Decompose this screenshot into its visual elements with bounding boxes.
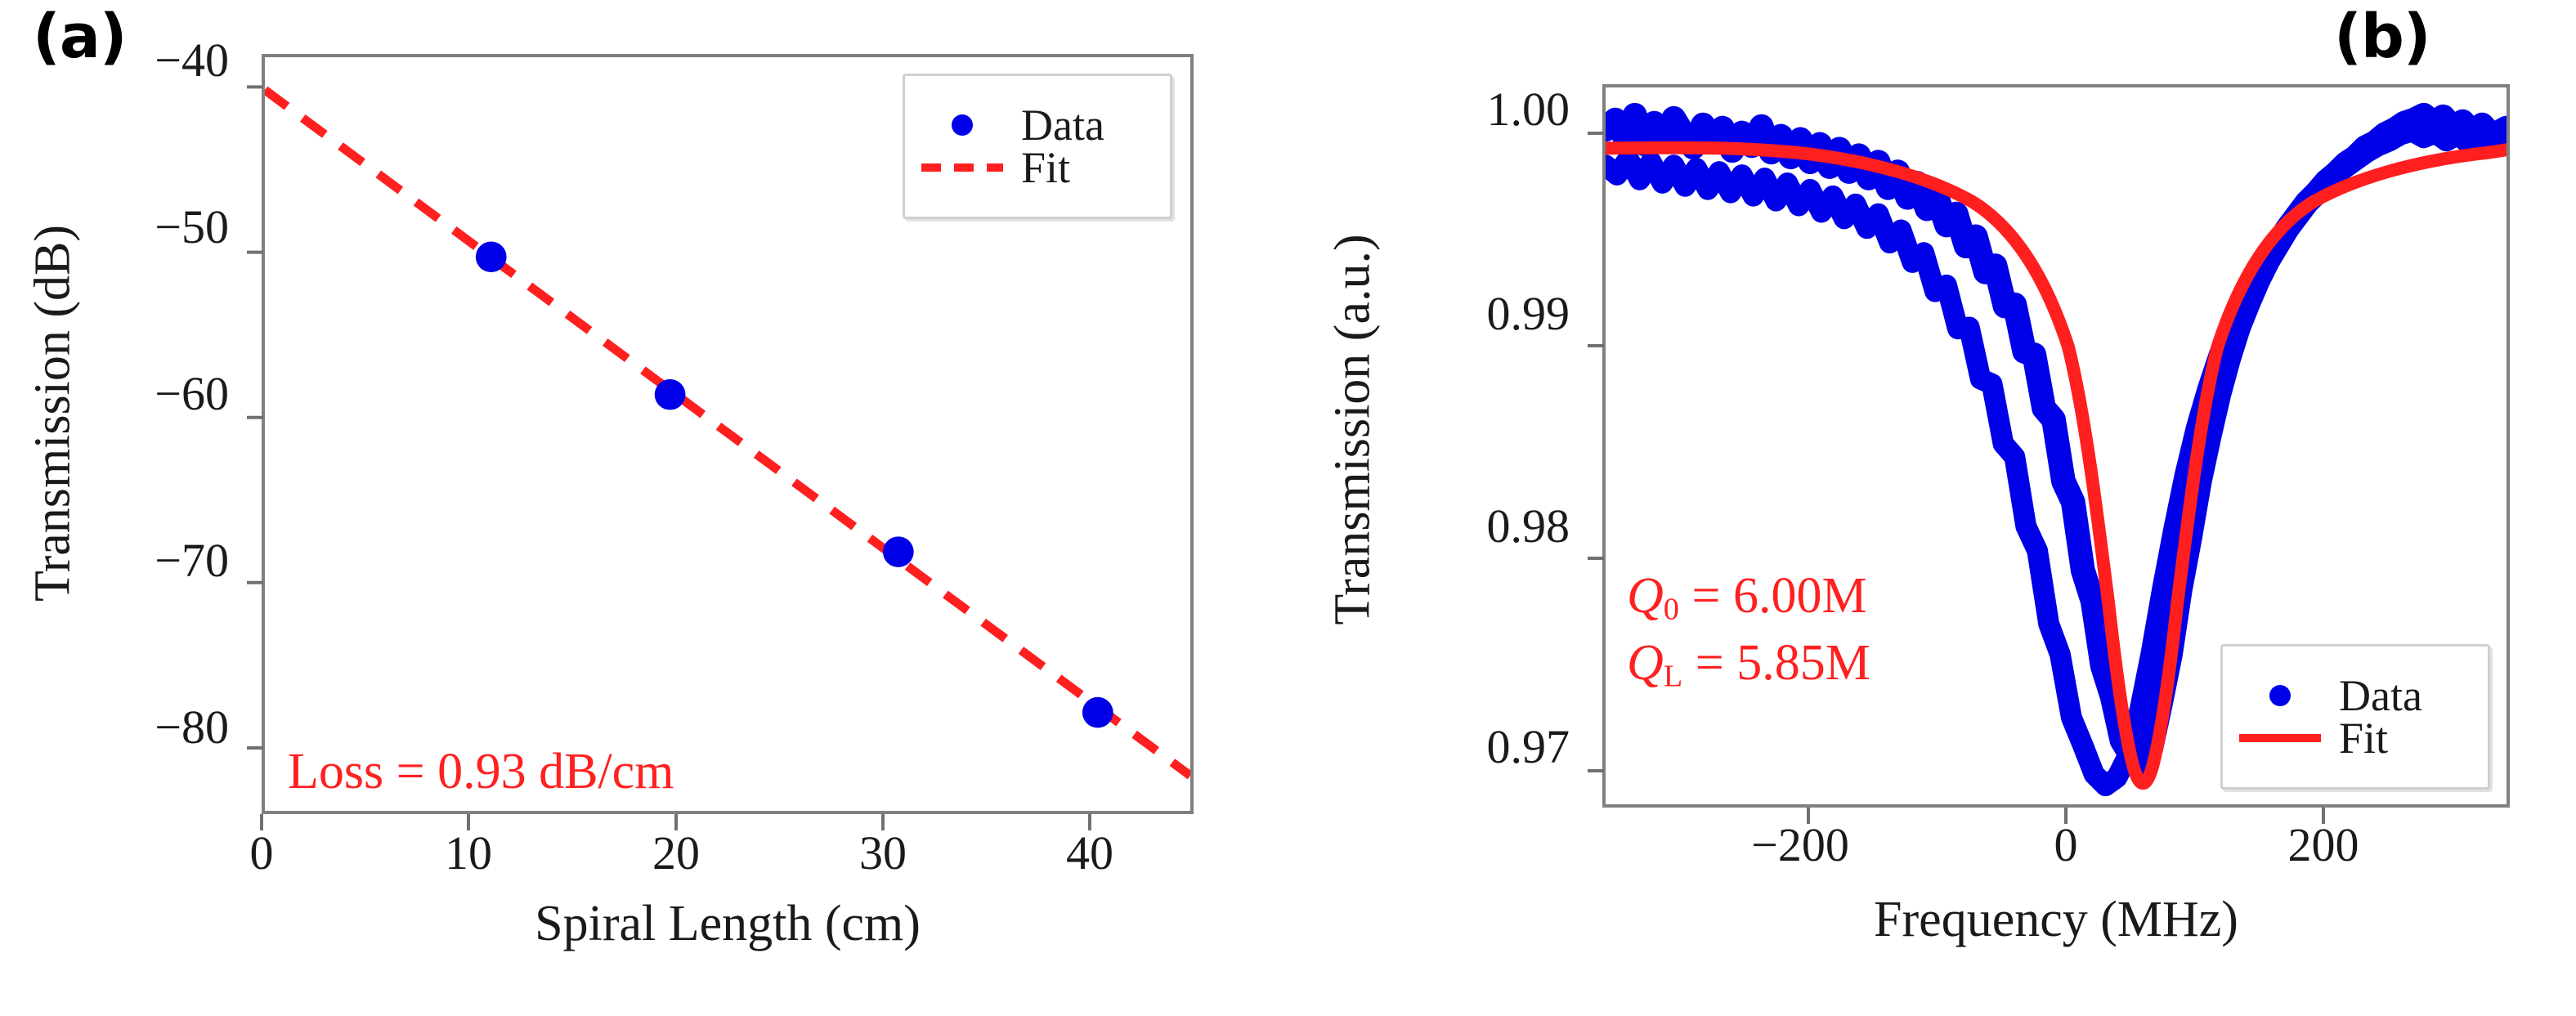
panel-b-legend-label-data: Data xyxy=(2339,671,2422,720)
panel-a-loss-annotation: Loss = 0.93 dB/cm xyxy=(288,743,674,799)
ql-symbol: Q xyxy=(1627,635,1664,691)
panel-b-ytick-3: 0.97 xyxy=(1486,720,1570,773)
ql-subscript: L xyxy=(1663,659,1683,694)
panel-a-xtick-2: 20 xyxy=(652,826,700,879)
panel-a-label: (a) xyxy=(33,2,128,72)
data-marker-icon xyxy=(2238,674,2323,717)
panel-a-data-point xyxy=(882,536,914,567)
ql-value: = 5.85M xyxy=(1682,635,1870,691)
panel-b: (b) Transmission (a.u.) 1.00 0.99 0.98 0… xyxy=(1275,0,2576,1016)
panel-a-ytick-4: −80 xyxy=(155,700,229,754)
solid-line-icon xyxy=(2238,717,2323,759)
panel-a-xtick-4: 40 xyxy=(1066,826,1113,879)
panel-a-plot-svg xyxy=(265,86,1190,780)
panel-a-legend: Data Fit xyxy=(903,74,1172,219)
panel-a-legend-row-data: Data xyxy=(920,101,1155,150)
panel-a-xtick-3: 30 xyxy=(859,826,907,879)
panel-a-x-axis-label: Spiral Length (cm) xyxy=(535,896,921,951)
panel-a-legend-label-data: Data xyxy=(1021,101,1104,150)
panel-b-legend-row-fit: Fit xyxy=(2238,714,2473,763)
panel-a-ytick-1: −50 xyxy=(155,200,229,253)
panel-a-data-point xyxy=(654,378,686,410)
panel-a-ytick-2: −60 xyxy=(155,367,229,420)
panel-a-ytick-0: −40 xyxy=(155,34,229,87)
q0-symbol: Q xyxy=(1627,568,1664,624)
panel-b-ytick-1: 0.99 xyxy=(1486,287,1570,340)
panel-b-legend: Data Fit xyxy=(2220,644,2490,790)
q0-subscript: 0 xyxy=(1663,592,1679,627)
panel-b-label: (b) xyxy=(2334,2,2431,72)
panel-b-data-trace-lower xyxy=(1606,120,2507,797)
panel-b-plot-svg xyxy=(1606,102,2507,797)
panel-b-x-axis-label: Frequency (MHz) xyxy=(1874,892,2238,947)
data-marker-icon xyxy=(920,104,1005,146)
dashed-line-icon xyxy=(920,146,1005,189)
panel-b-xtick-1: 0 xyxy=(2054,818,2078,871)
q0-value: = 6.00M xyxy=(1679,568,1867,624)
panel-a-legend-row-fit: Fit xyxy=(920,143,1155,192)
panel-a-plot-area: Loss = 0.93 dB/cm Data Fit xyxy=(262,54,1194,814)
panel-a-xtick-1: 10 xyxy=(445,826,492,879)
panel-a-xtick-0: 0 xyxy=(249,826,274,879)
panel-b-ql-annotation: QL = 5.85M xyxy=(1627,637,1870,693)
panel-b-xtick-0: −200 xyxy=(1751,818,1849,871)
panel-a-data-point xyxy=(1082,696,1113,728)
panel-a: (a) Transmission (dB) −40 −50 −60 −70 −8… xyxy=(0,0,1275,1016)
panel-b-legend-row-data: Data xyxy=(2238,671,2473,720)
panel-b-ytick-2: 0.98 xyxy=(1486,499,1570,553)
panel-a-legend-label-fit: Fit xyxy=(1021,143,1071,192)
panel-a-data-point xyxy=(475,241,507,273)
panel-b-fit-curve xyxy=(1606,141,2507,790)
panel-b-y-axis-label: Transmission (a.u.) xyxy=(1324,234,1381,625)
panel-b-legend-label-fit: Fit xyxy=(2339,714,2389,763)
panel-a-fit-line xyxy=(265,86,1190,780)
panel-b-q0-annotation: Q0 = 6.00M xyxy=(1627,570,1867,626)
panel-a-ytick-3: −70 xyxy=(155,534,229,587)
panel-b-ytick-0: 1.00 xyxy=(1486,83,1570,136)
panel-b-plot-area: Q0 = 6.00M QL = 5.85M Data Fit xyxy=(1602,84,2510,808)
panel-b-xtick-2: 200 xyxy=(2287,818,2359,871)
